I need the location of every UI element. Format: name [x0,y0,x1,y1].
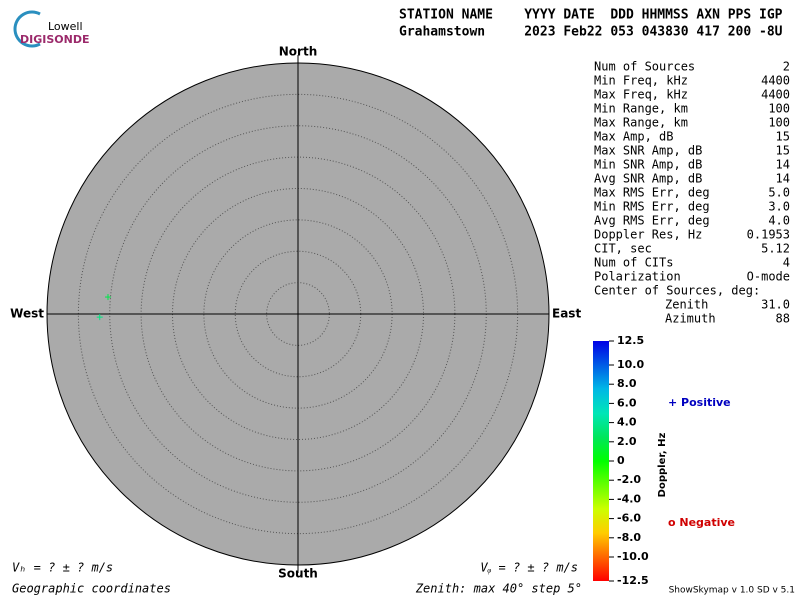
stat-label: Min RMS Err, deg [594,200,710,214]
stat-label: Max RMS Err, deg [594,186,710,200]
stat-label: Num of Sources [594,60,695,74]
source-point [104,294,111,301]
stat-value: 4400 [761,88,790,102]
colorbar [593,341,609,581]
colorbar-tick-label: 4.0 [617,416,637,429]
colorbar-label: Doppler, Hz [657,433,668,498]
stat-label: Max Range, km [594,116,688,130]
colorbar-tick-label: -2.0 [617,473,641,486]
stat-label: Min Range, km [594,102,688,116]
zenith-note: Zenith: max 40° step 5° [415,582,582,596]
colorbar-tick-label: 6.0 [617,396,637,409]
stat-value: 88 [776,312,790,326]
colorbar-tick-label: -8.0 [617,531,641,544]
vz-readout: Vᵩ = ? ± ? m/s [480,561,578,575]
stat-label: Min Freq, kHz [594,74,688,88]
stat-label: CIT, sec [594,242,652,256]
colorbar-tick-label: 0 [617,454,625,467]
stat-label: Max SNR Amp, dB [594,144,702,158]
direction-label: North [279,45,317,59]
header-line: Grahamstown 2023 Feb22 053 043830 417 20… [399,25,783,40]
legend-negative: o Negative [668,516,735,529]
stat-label: Center of Sources, deg: [594,284,760,298]
stat-label: Zenith [665,298,708,312]
colorbar-tick-label: 2.0 [617,435,637,448]
stat-label: Avg SNR Amp, dB [594,172,702,186]
logo-arc [13,10,41,48]
stat-value: 3.0 [768,200,790,214]
stat-value: 5.12 [761,242,790,256]
stat-value: 4 [783,256,790,270]
stat-value: 15 [776,130,790,144]
stat-label: Avg RMS Err, deg [594,214,710,228]
legend-positive: + Positive [668,396,731,409]
colorbar-tick-label: -4.0 [617,492,641,505]
stat-value: 4.0 [768,214,790,228]
direction-label: East [552,307,581,321]
stat-label: Max Freq, kHz [594,88,688,102]
stat-value: 14 [776,158,790,172]
direction-label: West [10,307,44,321]
stat-value: 2 [783,60,790,74]
vh-readout: Vₕ = ? ± ? m/s [12,561,113,575]
stat-value: 14 [776,172,790,186]
logo-bottom: DIGISONDE [20,33,89,46]
stat-value: O-mode [747,270,790,284]
colorbar-tick-label: 10.0 [617,358,644,371]
stat-value: 0.1953 [747,228,790,242]
stat-value: 4400 [761,74,790,88]
direction-label: South [278,567,318,581]
stat-label: Azimuth [665,312,716,326]
stat-value: 100 [768,116,790,130]
stat-value: 15 [776,144,790,158]
logo-top: Lowell [48,20,83,33]
coordinates-note: Geographic coordinates [12,582,171,596]
header-line: STATION NAME YYYY DATE DDD HHMMSS AXN PP… [399,8,783,23]
skymap-plot [46,55,550,573]
colorbar-tick-label: -10.0 [617,550,649,563]
stat-label: Min SNR Amp, dB [594,158,702,172]
colorbar-tick-label: -6.0 [617,512,641,525]
version: ShowSkymap v 1.0 SD v 5.1 [669,586,795,596]
stat-value: 31.0 [761,298,790,312]
colorbar-tick-label: -12.5 [617,574,649,587]
stat-label: Polarization [594,270,681,284]
source-point [96,314,103,321]
stat-value: 100 [768,102,790,116]
stat-value: 5.0 [768,186,790,200]
colorbar-tick-label: 12.5 [617,334,644,347]
stat-label: Doppler Res, Hz [594,228,702,242]
stat-label: Max Amp, dB [594,130,673,144]
colorbar-tick-label: 8.0 [617,377,637,390]
stat-label: Num of CITs [594,256,673,270]
